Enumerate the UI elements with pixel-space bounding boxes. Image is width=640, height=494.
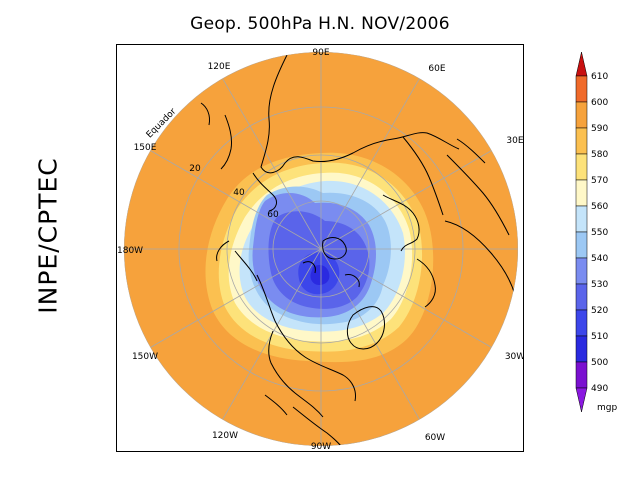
colorbar-label-540: 540: [591, 254, 608, 264]
lon-label-60w: 60W: [425, 433, 445, 443]
institution-label-text: INPE/CPTEC: [33, 156, 63, 314]
lon-label-150e: 150E: [134, 143, 157, 153]
colorbar-top-arrow: [575, 51, 588, 77]
lon-label-90e: 90E: [312, 48, 329, 58]
colorbar-label-520: 520: [591, 306, 608, 316]
lat-label-40: 40: [233, 188, 245, 198]
colorbar-label-550: 550: [591, 228, 608, 238]
colorbar-label-580: 580: [591, 150, 608, 160]
colorbar-swatch-540: [575, 231, 588, 259]
colorbar-swatch-600: [575, 75, 588, 103]
colorbar-label-590: 590: [591, 124, 608, 134]
coastlines: [200, 54, 516, 446]
colorbar-label-570: 570: [591, 176, 608, 186]
colorbar-label-500: 500: [591, 358, 608, 368]
polar-map: 90E 60E 30E 0 30W 60W 90W 120W 150W 180W…: [117, 48, 524, 452]
graticule: [124, 52, 518, 446]
colorbar-label-510: 510: [591, 332, 608, 342]
map-title: Geop. 500hPa H.N. NOV/2006: [190, 14, 450, 34]
colorbar-swatch-530: [575, 257, 588, 285]
lat-label-20: 20: [189, 164, 201, 174]
colorbar-svg: 490 500 510 520 530 540 550 560 570 580 590 600 610 m…: [575, 51, 617, 413]
institution-label: INPE/CPTEC: [18, 157, 78, 313]
colorbar-swatch-520: [575, 283, 588, 311]
colorbar-swatch-510: [575, 309, 588, 337]
lon-label-180w: 180W: [117, 246, 143, 256]
colorbar-swatch-580: [575, 127, 588, 155]
colorbar-swatch-500: [575, 335, 588, 363]
colorbar-swatch-570: [575, 153, 588, 181]
colorbar-label-490: 490: [591, 384, 608, 394]
colorbar-label-560: 560: [591, 202, 608, 212]
colorbar-swatch-490: [575, 361, 588, 389]
colorbar-swatch-590: [575, 101, 588, 129]
colorbar-label-530: 530: [591, 280, 608, 290]
lon-label-60e: 60E: [428, 64, 445, 74]
lon-label-30e: 30E: [506, 136, 523, 146]
colorbar-bottom-arrow: [575, 387, 588, 413]
lat-label-60: 60: [267, 210, 279, 220]
colorbar-label-610: 610: [591, 72, 608, 82]
lon-label-150w: 150W: [132, 352, 158, 362]
lon-label-120e: 120E: [208, 62, 231, 72]
colorbar-unit: mgp: [597, 403, 617, 413]
colorbar-label-600: 600: [591, 98, 608, 108]
colorbar: 490 500 510 520 530 540 550 560 570 580 590 600 610 m…: [560, 40, 640, 450]
colorbar-swatch-550: [575, 205, 588, 233]
lon-label-30w: 30W: [505, 352, 524, 362]
map-frame: 90E 60E 30E 0 30W 60W 90W 120W 150W 180W…: [116, 44, 524, 452]
lon-label-90w: 90W: [311, 442, 331, 452]
lon-label-120w: 120W: [212, 431, 238, 441]
colorbar-swatch-560: [575, 179, 588, 207]
